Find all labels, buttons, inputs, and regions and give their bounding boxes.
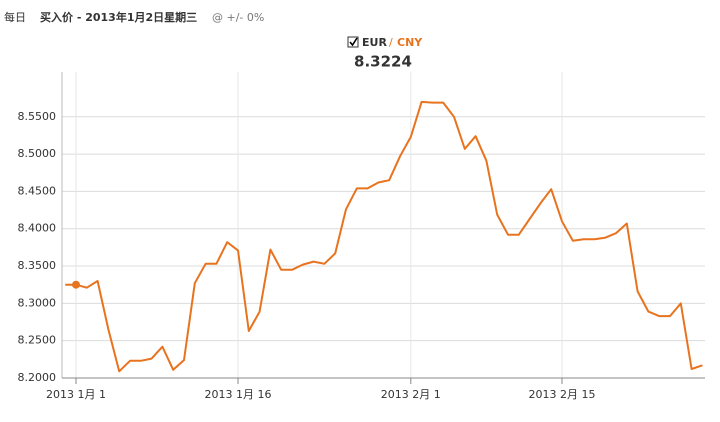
highlight-point (72, 280, 80, 289)
y-tick-label: 8.2000 (18, 371, 57, 384)
current-value: 8.3224 (354, 53, 412, 71)
title-prefix: 每日 (4, 10, 26, 24)
y-tick-label: 8.3000 (18, 296, 57, 309)
legend-sep: / (389, 36, 393, 49)
title-main: 买入价 - 2013年1月2日星期三 (40, 10, 197, 24)
x-tick-label: 2013 1月 1 (46, 388, 106, 401)
x-tick-label: 2013 1月 16 (205, 388, 272, 401)
y-tick-label: 8.4500 (18, 184, 57, 197)
y-tick-label: 8.3500 (18, 259, 57, 272)
y-tick-label: 8.5500 (18, 110, 57, 123)
x-tick-label: 2013 2月 1 (381, 388, 441, 401)
y-tick-label: 8.5000 (18, 147, 57, 160)
legend-checkbox[interactable] (347, 36, 359, 48)
title-suffix: @ +/- 0% (212, 11, 264, 24)
y-tick-label: 8.4000 (18, 222, 57, 235)
y-tick-label: 8.2500 (18, 334, 57, 347)
checkmark (349, 37, 358, 47)
x-tick-label: 2013 2月 15 (529, 388, 596, 401)
legend-base[interactable]: EUR (362, 36, 387, 49)
legend-quote[interactable]: CNY (397, 36, 423, 49)
line-series (65, 100, 703, 373)
